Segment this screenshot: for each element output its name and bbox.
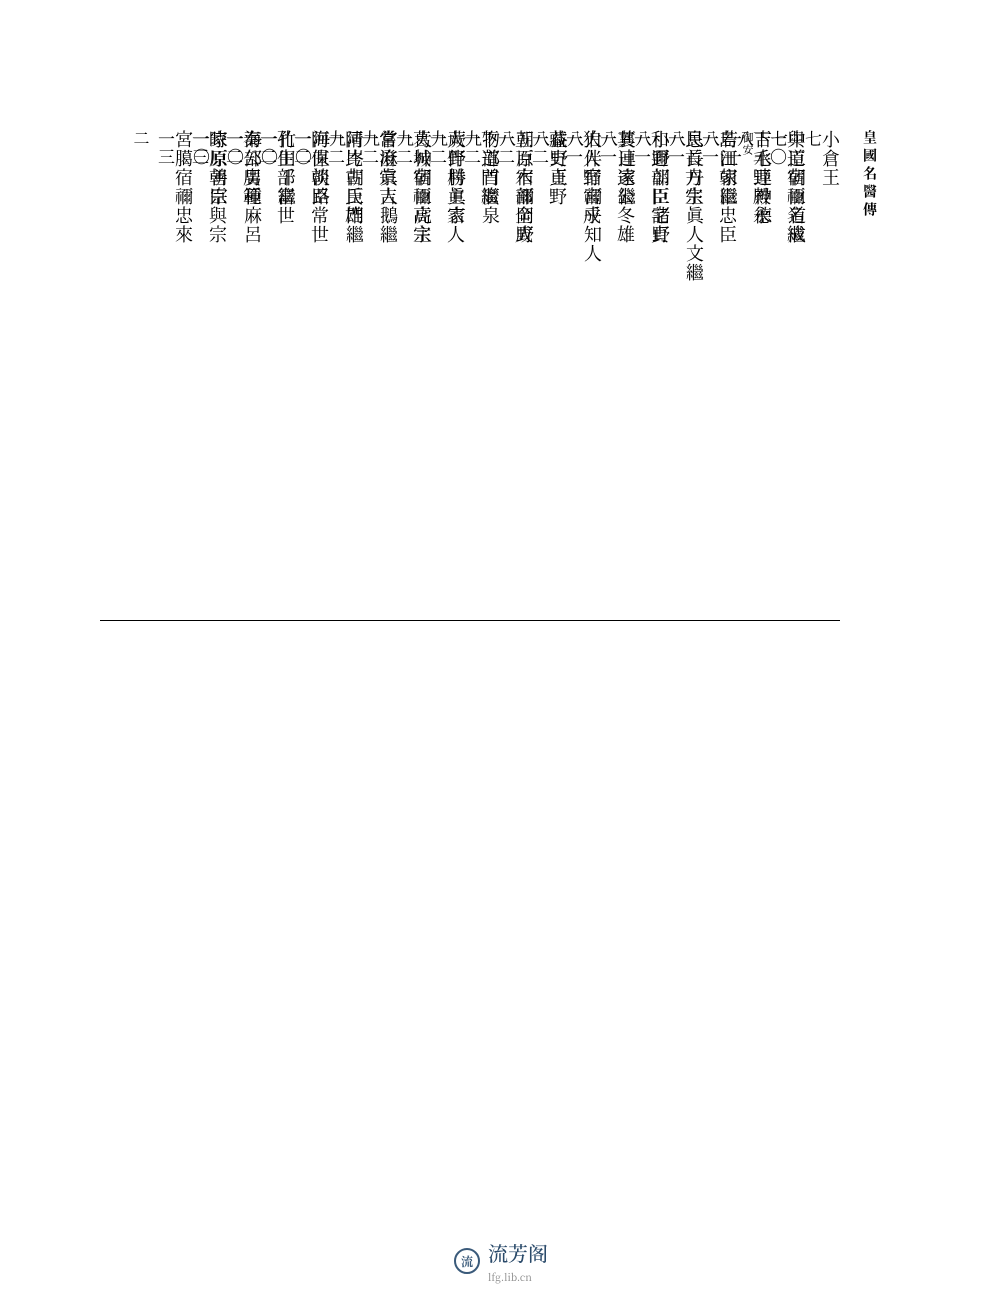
index-column: 息長丹生眞人文繼八和邇部臣宅貞一一 — [670, 130, 704, 1170]
entry-name: 大伴宿禰乎知人 — [584, 130, 602, 630]
index-entry: 朝原宿禰岡野八 — [499, 130, 534, 630]
index-column: 大神朝臣虎主九常澄宗吉一二 — [398, 130, 432, 1170]
index-column: 海直淡路一〇孔生部富世一二 — [296, 130, 330, 1170]
index-entry: 物部首廣泉九 — [465, 130, 500, 630]
entry-name: 家原善宗 — [210, 130, 228, 630]
index-entry: 竹田千繼一〇 — [261, 130, 296, 630]
entry-name: 海部男種麻呂 — [244, 130, 262, 630]
entry-name: 海直淡路 — [312, 130, 330, 630]
page-header: 皇國名醫傳 — [860, 130, 880, 220]
index-entry: 若江家繼八 — [703, 130, 738, 630]
index-entry: 蕨野勝眞吉九 — [431, 130, 466, 630]
index-column: 物部首廣泉九大伴村主家人一二 — [466, 130, 500, 1170]
index-column: 小野朝臣諸野八其日達公冬雄一一 — [636, 130, 670, 1170]
index-entry: 蘘連家繼八 — [601, 130, 636, 630]
index-entry: 息長丹生眞人文繼八 — [669, 130, 704, 630]
index-entry: 吉水連神德八 — [737, 130, 772, 630]
index-entry: 中臣朝臣道成七 — [771, 130, 806, 630]
entry-name: 蕨野勝眞吉 — [448, 130, 466, 630]
footer-text-block: 流芳阁 lfg.lib.cn — [488, 1238, 548, 1284]
index-column: 蕨野勝眞吉九葛城宿禰高宗一二 — [432, 130, 466, 1170]
footer-site-name: 流芳阁 — [488, 1238, 548, 1267]
entry-name: 嘗麻眞人鵝繼 — [380, 130, 398, 630]
footer-logo-icon: 流 — [454, 1248, 480, 1274]
index-entry: 益野王八 — [533, 130, 568, 630]
entry-name: 若江家繼 — [720, 130, 738, 630]
index-entry: 海部男種麻呂一〇 — [227, 130, 262, 630]
index-entry: 清岑朝臣門繼九 — [329, 130, 364, 630]
index-entry: 宮臈宿禰忠來一三 — [158, 130, 193, 630]
index-column: 朝原宿禰岡野八下道門繼一二 — [500, 130, 534, 1170]
entry-name: 物部首廣泉 — [482, 130, 500, 630]
index-column: 清岑朝臣門繼九阿保朝臣常世一二 — [330, 130, 364, 1170]
index-column: 大伴宿禰乎知人八藏史貞野一二 — [568, 130, 602, 1170]
index-entry: 家原善宗一〇 — [193, 130, 228, 630]
index-column: 中臣朝臣道成七下毛野殿永御安一一 — [772, 130, 806, 1170]
index-column: 海部男種麻呂一〇時原朝臣與宗一三 — [228, 130, 262, 1170]
entry-name: 宮臈宿禰忠來 — [175, 130, 193, 630]
index-column: 蘘連家繼八狛人野宮成一一 — [602, 130, 636, 1170]
index-column: 若江家繼八民首方宗一一 — [704, 130, 738, 1170]
index-entry: 嘗麻眞人鵝繼九 — [363, 130, 398, 630]
index-column: 小倉王七與道宿禰名繼一〇 — [806, 130, 840, 1170]
index-column: 吉水連神德八島田朝臣忠臣一一 — [738, 130, 772, 1170]
document-page: 皇國名醫傳 二 小倉王七與道宿禰名繼一〇中臣朝臣道成七下毛野殿永御安一一吉水連神… — [90, 100, 900, 1180]
entry-name: 小野朝臣諸野 — [652, 130, 670, 630]
entry-name: 朝原宿禰岡野 — [516, 130, 534, 630]
site-footer: 流 流芳阁 lfg.lib.cn — [454, 1238, 548, 1284]
index-content: 小倉王七與道宿禰名繼一〇中臣朝臣道成七下毛野殿永御安一一吉水連神德八島田朝臣忠臣… — [100, 130, 840, 1170]
index-entry: 小野朝臣諸野八 — [635, 130, 670, 630]
entry-name: 益野王 — [550, 130, 568, 630]
index-column: 嘗麻眞人鵝繼九阿比古氏雄一二 — [364, 130, 398, 1170]
entry-page: 一三 — [158, 130, 175, 630]
index-column: 竹田千繼一〇秦公廣範一二 — [262, 130, 296, 1170]
entry-name: 吉水連神德 — [754, 130, 772, 630]
index-entry: 大伴宿禰乎知人八 — [567, 130, 602, 630]
entry-name: 清岑朝臣門繼 — [346, 130, 364, 630]
entry-name: 中臣朝臣道成 — [788, 130, 806, 630]
entry-name: 息長丹生眞人文繼 — [686, 130, 704, 630]
entry-name: 小倉王 — [822, 130, 840, 630]
index-entry: 海直淡路一〇 — [295, 130, 330, 630]
footer-site-url: lfg.lib.cn — [488, 1269, 548, 1284]
index-column: 家原善宗一〇宮臈宿禰忠來一三 — [194, 130, 228, 1170]
index-entry: 小倉王七 — [805, 130, 840, 630]
entry-name: 大神朝臣虎主 — [414, 130, 432, 630]
entry-name: 蘘連家繼 — [618, 130, 636, 630]
entry-name: 竹田千繼 — [278, 130, 296, 630]
index-entry: 大神朝臣虎主九 — [397, 130, 432, 630]
index-column: 益野王八五百木部全成一二 — [534, 130, 568, 1170]
